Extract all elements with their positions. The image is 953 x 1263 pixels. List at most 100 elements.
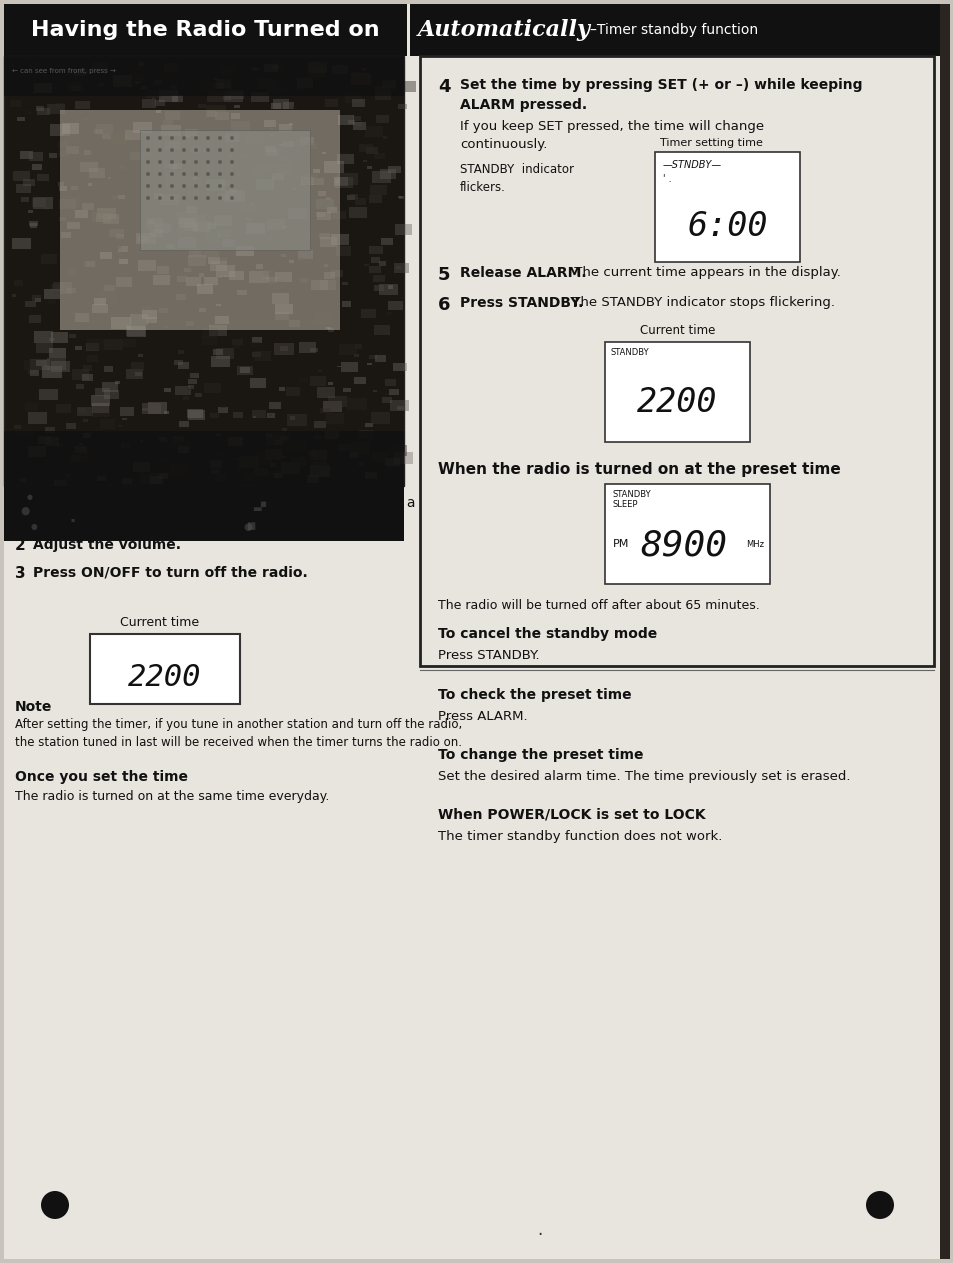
- Circle shape: [230, 160, 233, 164]
- Bar: [228, 154, 233, 157]
- Bar: [35, 106, 44, 111]
- Bar: [282, 456, 286, 458]
- Circle shape: [182, 172, 186, 176]
- Bar: [195, 215, 206, 221]
- Bar: [99, 292, 117, 303]
- Circle shape: [193, 184, 198, 188]
- Bar: [64, 133, 81, 143]
- Bar: [352, 99, 365, 106]
- Bar: [215, 80, 231, 88]
- Bar: [112, 317, 132, 328]
- Bar: [374, 284, 384, 290]
- Bar: [398, 81, 416, 92]
- Bar: [186, 266, 193, 272]
- Text: –Timer standby function: –Timer standby function: [589, 23, 758, 37]
- Text: Press STANDBY.: Press STANDBY.: [459, 296, 583, 309]
- Bar: [142, 100, 156, 109]
- Text: When the radio is turned on at the preset time: When the radio is turned on at the prese…: [437, 462, 840, 477]
- Bar: [34, 331, 53, 342]
- Bar: [288, 208, 307, 218]
- Bar: [363, 160, 366, 162]
- Text: continuously.: continuously.: [459, 138, 547, 152]
- Bar: [327, 207, 337, 213]
- Circle shape: [193, 148, 198, 152]
- Bar: [91, 403, 109, 413]
- Bar: [604, 484, 769, 584]
- Bar: [332, 211, 345, 218]
- Bar: [394, 264, 409, 273]
- Bar: [349, 452, 359, 457]
- Bar: [61, 232, 71, 239]
- Circle shape: [170, 172, 173, 176]
- Bar: [373, 275, 384, 282]
- Bar: [189, 410, 204, 419]
- Bar: [21, 197, 29, 202]
- Bar: [4, 56, 403, 486]
- Bar: [140, 440, 143, 442]
- Text: which you want to listen to at a: which you want to listen to at a: [192, 496, 416, 510]
- Bar: [282, 428, 287, 432]
- Bar: [390, 87, 396, 90]
- Bar: [246, 222, 265, 234]
- Bar: [214, 112, 229, 120]
- Bar: [338, 115, 355, 125]
- Bar: [92, 62, 109, 72]
- Bar: [398, 197, 403, 200]
- Bar: [217, 230, 231, 239]
- Bar: [103, 389, 118, 399]
- Text: MHz: MHz: [745, 541, 763, 549]
- Bar: [253, 416, 256, 418]
- Bar: [225, 191, 245, 202]
- Bar: [183, 397, 189, 399]
- Text: 8900: 8900: [639, 529, 726, 563]
- Bar: [154, 100, 165, 106]
- Bar: [310, 349, 317, 352]
- Bar: [387, 285, 393, 289]
- Bar: [120, 408, 134, 416]
- Bar: [91, 405, 111, 417]
- Bar: [360, 309, 375, 318]
- Bar: [387, 301, 402, 311]
- Bar: [50, 337, 55, 341]
- Bar: [59, 217, 66, 221]
- Bar: [59, 186, 67, 191]
- Bar: [318, 370, 322, 373]
- Bar: [139, 217, 149, 222]
- Bar: [193, 221, 211, 231]
- Bar: [153, 193, 163, 198]
- Bar: [57, 182, 64, 186]
- Bar: [266, 436, 281, 445]
- Bar: [255, 179, 274, 189]
- Bar: [343, 388, 351, 393]
- Text: 6: 6: [437, 296, 450, 314]
- Bar: [35, 298, 41, 302]
- Bar: [156, 266, 170, 274]
- Bar: [4, 486, 403, 686]
- Bar: [166, 179, 185, 191]
- Text: To cancel the standby mode: To cancel the standby mode: [437, 626, 657, 642]
- Bar: [410, 4, 939, 56]
- Bar: [179, 226, 193, 235]
- Bar: [365, 423, 373, 427]
- Bar: [228, 437, 243, 446]
- Text: Set the time by pressing SET (+ or –) while keeping: Set the time by pressing SET (+ or –) wh…: [459, 78, 862, 92]
- Bar: [138, 260, 155, 270]
- Bar: [53, 282, 72, 294]
- Bar: [364, 264, 368, 266]
- Bar: [323, 264, 328, 268]
- Bar: [358, 144, 373, 153]
- Bar: [239, 456, 258, 467]
- Bar: [335, 177, 353, 188]
- Bar: [158, 472, 168, 479]
- Bar: [115, 234, 124, 239]
- Bar: [204, 297, 207, 299]
- Bar: [152, 274, 170, 284]
- Bar: [115, 277, 132, 287]
- Text: PM: PM: [613, 539, 629, 549]
- Bar: [264, 450, 281, 460]
- Bar: [112, 76, 132, 87]
- Bar: [179, 421, 189, 427]
- Bar: [371, 258, 380, 263]
- Bar: [30, 92, 34, 95]
- Bar: [13, 424, 21, 429]
